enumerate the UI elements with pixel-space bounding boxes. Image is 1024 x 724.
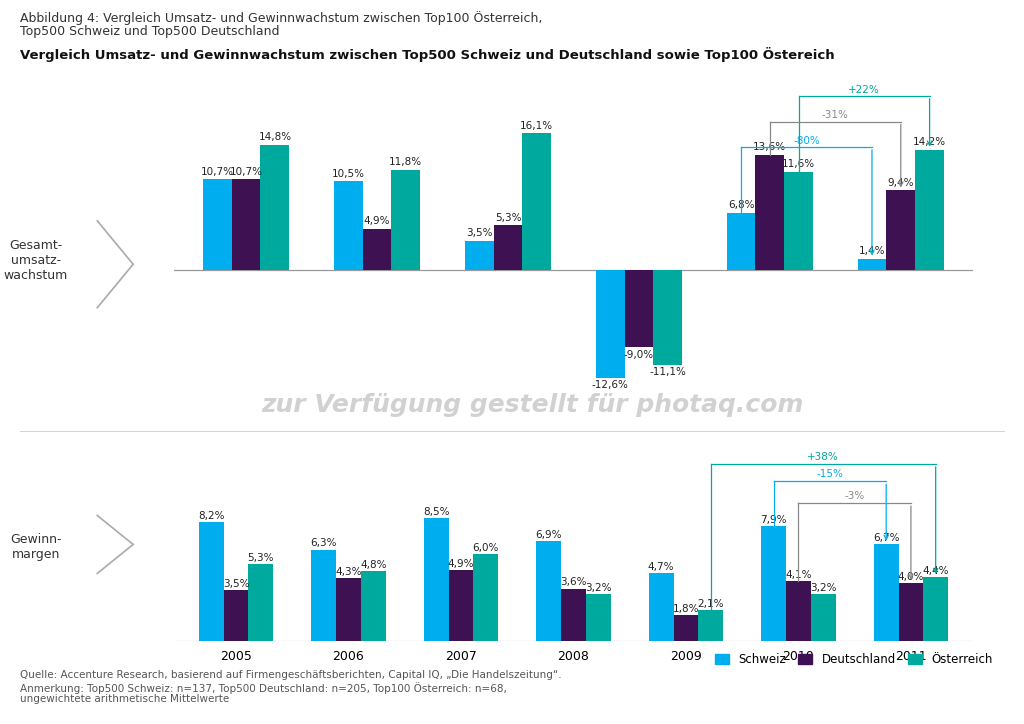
Bar — [362, 229, 391, 271]
Bar — [674, 615, 698, 641]
Text: 6,0%: 6,0% — [472, 543, 499, 552]
Text: 5,3%: 5,3% — [495, 213, 521, 223]
Text: ungewichtete arithmetische Mittelwerte: ungewichtete arithmetische Mittelwerte — [20, 694, 229, 704]
Bar — [586, 594, 610, 641]
Text: 10,7%: 10,7% — [201, 167, 233, 177]
Text: 8,5%: 8,5% — [423, 507, 450, 516]
Text: 7,9%: 7,9% — [761, 515, 786, 525]
Bar — [915, 150, 944, 271]
Text: 1,4%: 1,4% — [859, 246, 885, 256]
Bar — [811, 594, 836, 641]
Text: 6,9%: 6,9% — [536, 530, 562, 539]
Text: 3,5%: 3,5% — [466, 228, 493, 238]
Bar — [473, 554, 498, 641]
Text: 4,7%: 4,7% — [648, 562, 675, 571]
Bar — [873, 544, 898, 641]
Bar — [649, 573, 674, 641]
Text: -31%: -31% — [822, 110, 849, 120]
Text: Vergleich Umsatz- und Gewinnwachstum zwischen Top500 Schweiz und Deutschland sow: Vergleich Umsatz- und Gewinnwachstum zwi… — [20, 47, 836, 62]
Text: 9,4%: 9,4% — [888, 178, 914, 188]
Text: 14,2%: 14,2% — [913, 137, 946, 147]
Bar — [857, 258, 887, 271]
Bar — [391, 170, 420, 271]
Text: 11,8%: 11,8% — [389, 158, 423, 167]
Legend: Schweiz, Deutschland, Österreich: Schweiz, Deutschland, Österreich — [711, 649, 997, 671]
Text: Quelle: Accenture Research, basierend auf Firmengeschäftsberichten, Capital IQ, : Quelle: Accenture Research, basierend au… — [20, 670, 562, 680]
Bar — [424, 518, 449, 641]
Bar — [249, 564, 273, 641]
Bar — [561, 589, 586, 641]
Text: 2,1%: 2,1% — [697, 599, 724, 609]
Text: Gewinn-
margen: Gewinn- margen — [10, 533, 61, 560]
Text: 5,3%: 5,3% — [248, 553, 274, 563]
Text: 13,6%: 13,6% — [754, 142, 786, 152]
Text: 14,8%: 14,8% — [258, 132, 292, 142]
Text: 3,6%: 3,6% — [560, 578, 587, 587]
Text: -80%: -80% — [794, 136, 820, 146]
Text: 6,8%: 6,8% — [728, 200, 755, 210]
Text: -15%: -15% — [816, 469, 844, 479]
Text: 8,2%: 8,2% — [198, 511, 224, 521]
Bar — [924, 577, 948, 641]
Text: -9,0%: -9,0% — [624, 350, 654, 360]
Text: zur Verfügung gestellt für photaq.com: zur Verfügung gestellt für photaq.com — [261, 393, 804, 418]
Bar — [494, 225, 522, 271]
Bar — [231, 180, 260, 271]
Text: 4,4%: 4,4% — [923, 566, 949, 576]
Bar — [203, 180, 231, 271]
Bar — [698, 610, 723, 641]
Text: 10,7%: 10,7% — [229, 167, 262, 177]
Text: 16,1%: 16,1% — [520, 121, 553, 131]
Text: +22%: +22% — [848, 85, 880, 95]
Text: 4,9%: 4,9% — [364, 216, 390, 226]
Bar — [449, 570, 473, 641]
Text: 3,2%: 3,2% — [810, 584, 837, 593]
Bar — [334, 181, 362, 271]
Text: 11,6%: 11,6% — [782, 159, 815, 169]
Bar — [537, 541, 561, 641]
Bar — [898, 583, 924, 641]
Bar — [223, 590, 249, 641]
Text: -3%: -3% — [845, 491, 865, 501]
Text: -12,6%: -12,6% — [592, 380, 629, 390]
Bar — [260, 145, 290, 271]
Text: -11,1%: -11,1% — [649, 367, 686, 377]
Bar — [887, 190, 915, 271]
Text: Gesamt-
umsatz-
wachstum: Gesamt- umsatz- wachstum — [4, 239, 68, 282]
Bar — [336, 578, 360, 641]
Text: 4,0%: 4,0% — [898, 572, 924, 581]
Bar — [199, 522, 223, 641]
Text: 4,3%: 4,3% — [335, 568, 361, 577]
Text: 1,8%: 1,8% — [673, 604, 699, 613]
Text: 3,2%: 3,2% — [585, 584, 611, 593]
Text: 3,5%: 3,5% — [222, 579, 249, 589]
Text: +38%: +38% — [807, 452, 839, 462]
Bar — [786, 581, 811, 641]
Text: 6,3%: 6,3% — [310, 539, 337, 548]
Bar — [784, 172, 813, 271]
Text: 6,7%: 6,7% — [872, 533, 899, 542]
Text: 4,9%: 4,9% — [447, 559, 474, 568]
Bar — [756, 155, 784, 271]
Bar — [465, 240, 494, 271]
Bar — [761, 526, 786, 641]
Bar — [727, 213, 756, 271]
Bar — [596, 271, 625, 378]
Text: Top500 Schweiz und Top500 Deutschland: Top500 Schweiz und Top500 Deutschland — [20, 25, 280, 38]
Bar — [360, 571, 386, 641]
Bar — [522, 133, 551, 271]
Text: Anmerkung: Top500 Schweiz: n=137, Top500 Deutschland: n=205, Top100 Österreich: : Anmerkung: Top500 Schweiz: n=137, Top500… — [20, 682, 507, 694]
Text: 4,8%: 4,8% — [360, 560, 386, 570]
Text: 4,1%: 4,1% — [785, 571, 812, 580]
Bar — [653, 271, 682, 365]
Text: Abbildung 4: Vergleich Umsatz- und Gewinnwachstum zwischen Top100 Österreich,: Abbildung 4: Vergleich Umsatz- und Gewin… — [20, 11, 543, 25]
Bar — [311, 550, 336, 641]
Bar — [625, 271, 653, 347]
Text: 10,5%: 10,5% — [332, 169, 365, 179]
